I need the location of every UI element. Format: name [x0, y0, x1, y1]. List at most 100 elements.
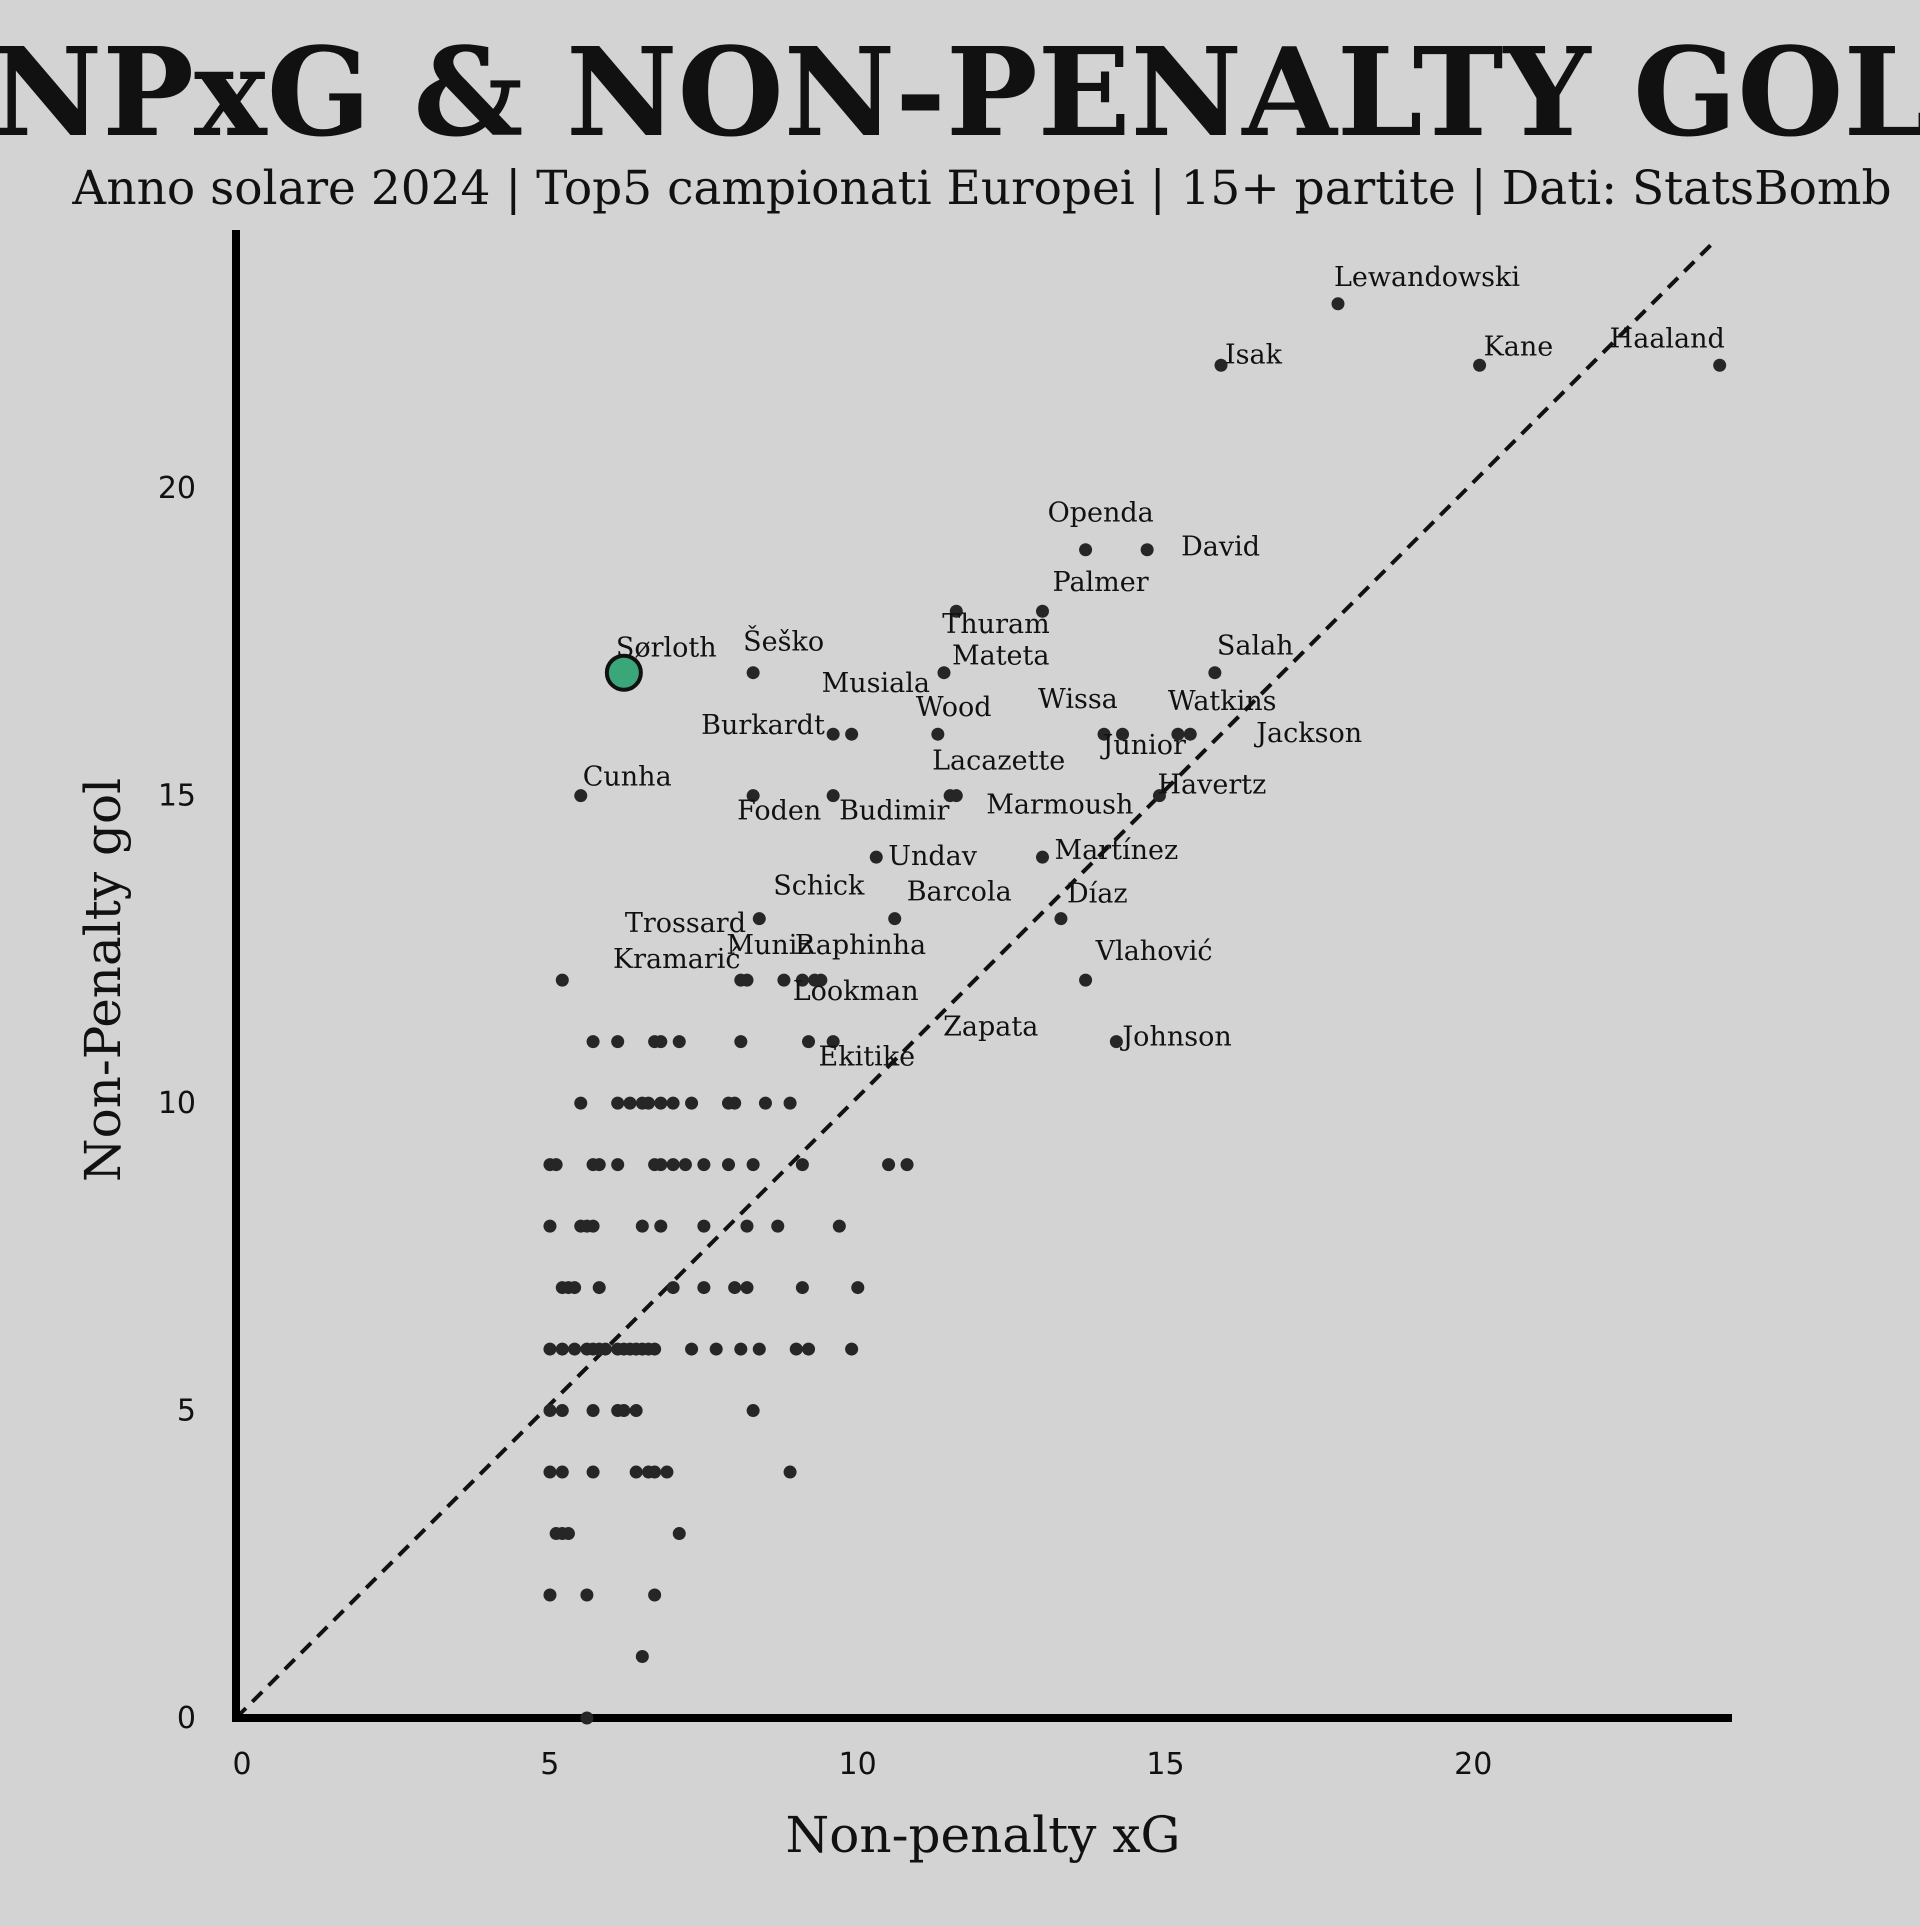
data-point	[697, 1281, 711, 1295]
point-label: Kramarić	[613, 944, 741, 975]
data-point	[1713, 358, 1727, 372]
data-point	[746, 1404, 760, 1418]
data-point	[949, 789, 963, 803]
point-label: Sørloth	[616, 633, 717, 664]
point-label: Schick	[773, 871, 865, 902]
data-point	[697, 1219, 711, 1233]
data-point	[654, 1035, 668, 1049]
y-tick-label: 10	[158, 1086, 196, 1121]
point-label: Johnson	[1119, 1022, 1231, 1053]
data-point	[931, 727, 945, 741]
data-point	[574, 789, 588, 803]
point-label: Šeško	[743, 624, 824, 658]
y-tick-label: 0	[177, 1701, 196, 1736]
data-point	[561, 1527, 575, 1541]
y-tick-label: 5	[177, 1394, 196, 1429]
data-point	[648, 1588, 662, 1602]
data-point	[1331, 297, 1345, 311]
data-point	[771, 1219, 785, 1233]
data-point	[648, 1465, 662, 1479]
data-point	[826, 789, 840, 803]
data-point	[1473, 358, 1487, 372]
data-point	[882, 1158, 896, 1172]
data-point	[728, 1281, 742, 1295]
data-point	[580, 1588, 594, 1602]
data-point	[783, 1096, 797, 1110]
point-label: Isak	[1225, 339, 1283, 370]
chart-title: NPxG & NON-PENALTY GOL	[0, 20, 1920, 164]
data-point	[648, 1342, 662, 1356]
data-point	[789, 1342, 803, 1356]
data-point	[1097, 727, 1111, 741]
point-label: Thuram	[942, 609, 1049, 640]
point-label: Muniz	[726, 930, 811, 961]
data-point	[1035, 850, 1049, 864]
y-tick-label: 15	[158, 779, 196, 814]
point-label: Marmoush	[986, 790, 1133, 821]
data-point	[1035, 604, 1049, 618]
point-label: Raphinha	[795, 930, 926, 961]
data-point	[543, 1342, 557, 1356]
data-point	[543, 1404, 557, 1418]
data-point	[697, 1158, 711, 1172]
data-point	[900, 1158, 914, 1172]
data-point	[555, 1342, 569, 1356]
data-point	[666, 1096, 680, 1110]
data-point	[666, 1281, 680, 1295]
chart-subtitle: Anno solare 2024 | Top5 campionati Europ…	[71, 161, 1891, 216]
point-label: Jackson	[1253, 718, 1362, 749]
data-point	[586, 1465, 600, 1479]
data-point	[728, 1096, 742, 1110]
data-point	[611, 1158, 625, 1172]
data-point	[746, 666, 760, 680]
data-point	[580, 1711, 594, 1725]
point-label: Mateta	[952, 641, 1050, 672]
data-point	[746, 1158, 760, 1172]
data-point	[826, 1035, 840, 1049]
data-point	[543, 1465, 557, 1479]
point-label: Ekitike	[819, 1042, 916, 1073]
data-point	[826, 727, 840, 741]
data-point	[1208, 666, 1222, 680]
point-label: Foden	[737, 796, 821, 827]
data-point	[654, 1096, 668, 1110]
data-point	[802, 1342, 816, 1356]
data-point	[654, 1158, 668, 1172]
point-label: Salah	[1217, 631, 1294, 662]
point-label: Lacazette	[932, 746, 1065, 777]
point-label: Trossard	[625, 908, 746, 939]
data-point	[734, 1035, 748, 1049]
data-point	[660, 1465, 674, 1479]
data-point	[1171, 727, 1185, 741]
data-point	[869, 850, 883, 864]
data-point	[672, 1527, 686, 1541]
point-label: Cunha	[583, 762, 672, 793]
data-point	[629, 1465, 643, 1479]
data-point	[795, 1281, 809, 1295]
x-axis-label: Non-penalty xG	[786, 1806, 1181, 1864]
data-point	[611, 1096, 625, 1110]
point-label: Martínez	[1054, 835, 1178, 866]
highlight-point	[604, 653, 643, 692]
point-label: David	[1181, 532, 1260, 563]
data-point	[555, 1404, 569, 1418]
data-point	[574, 1096, 588, 1110]
point-label: Watkins	[1168, 686, 1277, 717]
data-point	[685, 1096, 699, 1110]
data-point	[586, 1404, 600, 1418]
data-point	[1054, 912, 1068, 926]
point-label: Openda	[1048, 498, 1154, 529]
point-label: Wood	[916, 692, 992, 723]
point-label: Undav	[888, 841, 978, 872]
data-point	[740, 1219, 754, 1233]
data-point	[617, 1404, 631, 1418]
point-label: Kane	[1484, 331, 1554, 362]
data-point	[937, 666, 951, 680]
point-label: Wissa	[1038, 684, 1118, 715]
data-point	[629, 1404, 643, 1418]
data-point	[1079, 973, 1093, 987]
data-point	[1214, 358, 1228, 372]
data-point	[1079, 543, 1093, 557]
